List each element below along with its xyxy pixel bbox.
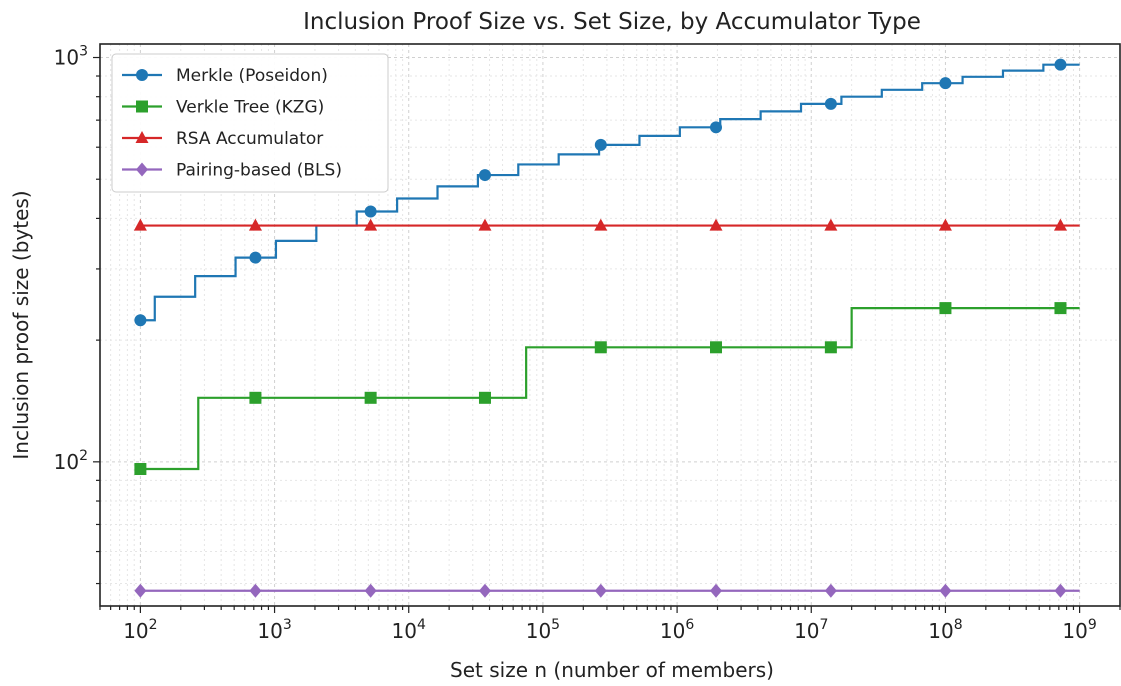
- data-point: [133, 218, 147, 231]
- y-tick-label: 102: [54, 448, 88, 474]
- x-axis-label: Set size n (number of members): [450, 658, 774, 682]
- series-0: [134, 58, 1080, 327]
- grid: [99, 44, 1121, 606]
- data-point: [134, 463, 147, 476]
- x-tick-label: 106: [660, 617, 694, 643]
- legend-marker: [136, 162, 148, 177]
- data-point: [364, 391, 377, 404]
- legend-label: Verkle Tree (KZG): [176, 98, 324, 118]
- legend-box: [111, 53, 389, 193]
- x-tick-label: 109: [1062, 617, 1096, 643]
- data-point: [824, 218, 838, 231]
- plot-area: [133, 58, 1080, 598]
- data-point: [594, 583, 607, 598]
- data-point: [594, 138, 607, 151]
- x-axis: 102 103 104 105 106 107 108 109: [99, 606, 1121, 643]
- series-line: [140, 307, 1080, 471]
- x-tick-label: 108: [928, 617, 962, 643]
- data-point: [364, 583, 377, 598]
- legend: Merkle (Poseidon) Verkle Tree (KZG) RSA Ac…: [111, 53, 389, 193]
- data-point: [939, 77, 952, 90]
- data-point: [134, 314, 147, 327]
- data-point: [939, 583, 952, 598]
- data-point: [364, 218, 378, 231]
- data-point: [710, 341, 723, 354]
- chart-title: Inclusion Proof Size vs. Set Size, by Ac…: [303, 9, 921, 35]
- data-point: [594, 218, 608, 231]
- data-point: [594, 341, 607, 354]
- data-point: [1054, 583, 1067, 598]
- data-point: [824, 97, 837, 110]
- data-point: [1054, 58, 1067, 71]
- data-point: [938, 218, 952, 231]
- data-point: [824, 341, 837, 354]
- y-axis-label: Inclusion proof size (bytes): [9, 190, 33, 459]
- data-point: [134, 583, 147, 598]
- data-point: [1054, 302, 1067, 315]
- data-point: [710, 583, 723, 598]
- legend-label: Merkle (Poseidon): [176, 66, 328, 86]
- series-2: [133, 218, 1080, 231]
- y-axis: 102 103: [54, 44, 100, 585]
- series-1: [134, 302, 1080, 476]
- data-point: [710, 121, 723, 134]
- x-tick-label: 104: [392, 617, 426, 643]
- data-point: [709, 218, 723, 231]
- data-point: [478, 391, 491, 404]
- data-point: [249, 583, 262, 598]
- data-point: [478, 169, 491, 182]
- data-point: [824, 583, 837, 598]
- series-3: [134, 583, 1080, 598]
- legend-label: Pairing-based (BLS): [176, 161, 342, 181]
- legend-marker: [135, 131, 149, 143]
- y-tick-label: 103: [54, 44, 88, 70]
- x-tick-label: 107: [794, 617, 828, 643]
- data-point: [249, 251, 262, 264]
- data-point: [478, 218, 492, 231]
- plot-frame: [99, 43, 1121, 607]
- x-tick-label: 105: [526, 617, 560, 643]
- legend-marker: [136, 69, 148, 81]
- data-point: [478, 583, 491, 598]
- data-point: [939, 302, 952, 315]
- x-tick-label: 102: [123, 617, 157, 643]
- x-tick-label: 103: [257, 617, 291, 643]
- data-point: [248, 218, 262, 231]
- data-point: [364, 205, 377, 218]
- data-point: [249, 391, 262, 404]
- legend-marker: [136, 100, 148, 113]
- legend-label: RSA Accumulator: [176, 129, 323, 149]
- data-point: [1053, 218, 1067, 231]
